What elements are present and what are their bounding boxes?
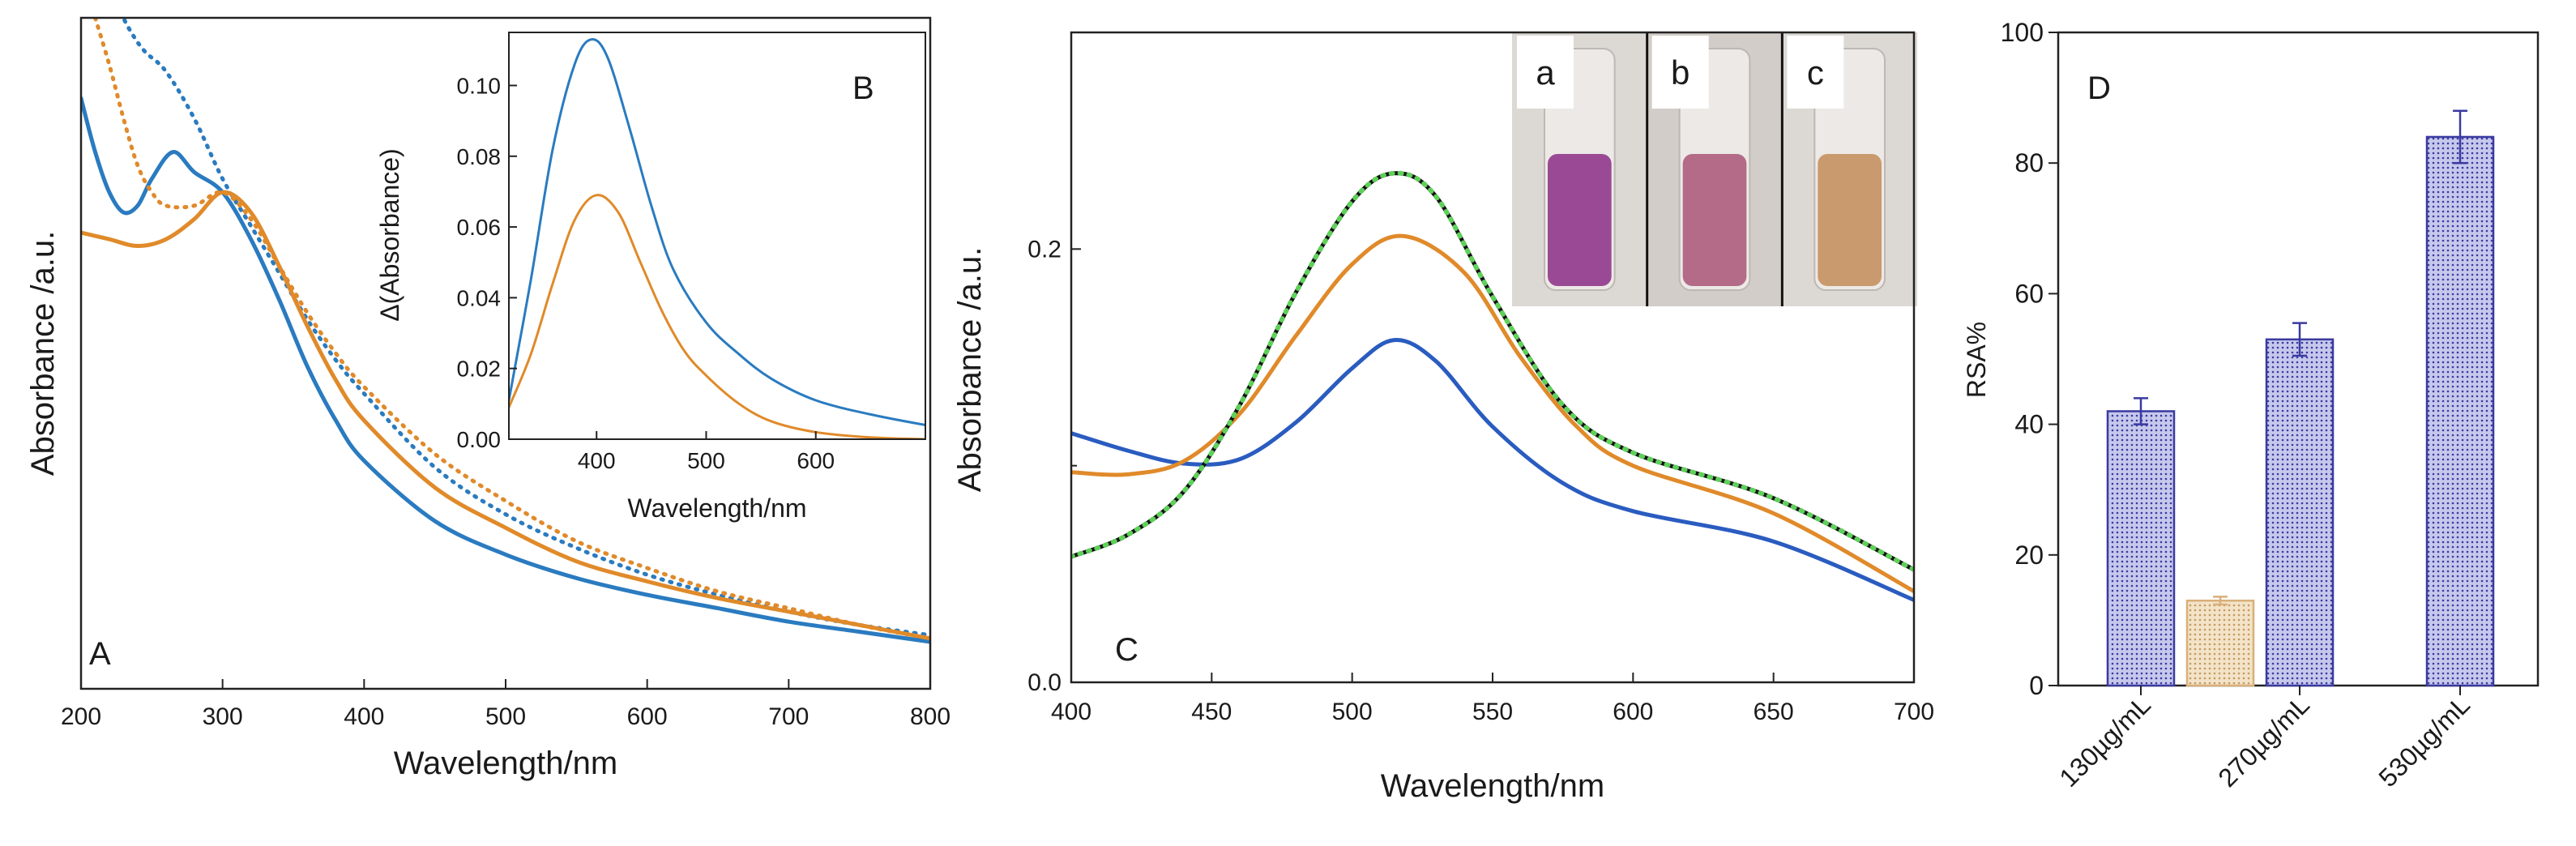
panel-a-xtick-label: 200 [61, 703, 101, 730]
panel-b-series-blue [509, 37, 925, 426]
vial-liquid-c [1818, 154, 1882, 286]
panel-b-ytick-label: 0.06 [457, 215, 502, 240]
panel-b-ytick-label: 0.02 [457, 357, 502, 382]
panel-a-xlabel: Wavelength/nm [394, 746, 617, 781]
panel-d-ytick-label: 0 [2029, 671, 2044, 700]
panel-b-inset: 400 500 600 0.00 0.02 0.04 0.06 0.08 0.10 Wavel… [375, 32, 926, 523]
panel-c-series-orange [1071, 233, 1914, 594]
bar-blue-270µg/mL [2265, 338, 2335, 687]
panel-d-ytick-label: 80 [2014, 148, 2044, 177]
panel-c-ytick-label: 0.2 [1027, 236, 1062, 263]
panel-a-ylabel: Absorbance /a.u. [25, 231, 61, 476]
panel-c-xtick-label: 600 [1613, 699, 1653, 725]
panel-a-series-blue-solid [81, 96, 930, 644]
panel-d-ytick-label: 60 [2014, 279, 2044, 308]
panel-c-label: C [1115, 632, 1138, 668]
bar-blue-530µg/mL [2425, 135, 2495, 687]
panel-b-ytick-label: 0.10 [457, 73, 502, 98]
panel-c-xlabel: Wavelength/nm [1381, 768, 1604, 804]
panel-a-xtick-label: 600 [627, 703, 668, 730]
panel-c-ylabel: Absorbance /a.u. [952, 247, 988, 492]
panel-c-xtick-label: 650 [1754, 699, 1794, 725]
panel-c-ytick-label: 0.0 [1027, 669, 1062, 696]
panel-b-xlabel: Wavelength/nm [627, 494, 806, 523]
panel-c-xtick-label: 700 [1894, 699, 1934, 725]
panel-d-ylabel: RSA% [1962, 322, 1991, 398]
vial-label-b: b [1671, 53, 1690, 92]
panel-d-ytick-label: 40 [2014, 410, 2044, 439]
panel-c: a b c 400 450 500 550 600 650 700 0.0 0.2 Wavelen… [952, 31, 1934, 804]
panel-a-xtick-label: 700 [768, 703, 809, 730]
vial-label-box-a [1517, 36, 1574, 109]
panel-a-xtick-label: 800 [910, 703, 951, 730]
panel-d-label: D [2087, 70, 2111, 106]
vial-photo-inset: a b c [1512, 32, 1917, 306]
panel-a-xtick-label: 500 [485, 703, 526, 730]
panel-a-series-orange-solid [81, 190, 930, 641]
panel-d-category-label: 270µg/mL [2212, 690, 2315, 793]
panel-b-ytick-label: 0.00 [457, 427, 502, 452]
panel-d-ytick-label: 20 [2014, 540, 2044, 570]
panel-b-ylabel: Δ(Absorbance) [375, 148, 404, 321]
panel-c-xtick-label: 450 [1191, 699, 1232, 725]
vial-label-box-b [1651, 36, 1709, 109]
panel-a-series-blue-dotted [121, 18, 930, 638]
bar-tan-130µg/mL [2185, 599, 2255, 687]
vial-label-a: a [1536, 53, 1555, 92]
panel-c-xtick-label: 400 [1051, 699, 1091, 725]
vial-label-c: c [1807, 53, 1824, 92]
panel-d: 0 20 40 60 80 100 130µg/mL 270µg/mL 530µg/mL RS… [1962, 18, 2540, 793]
panel-b-label: B [852, 70, 874, 106]
vial-liquid-a [1548, 154, 1612, 286]
panel-c-xtick-label: 500 [1332, 699, 1373, 725]
panel-a-label: A [89, 636, 111, 672]
inset-background [509, 32, 925, 439]
panel-d-ytick-label: 100 [2001, 18, 2044, 47]
vial-label-box-c [1787, 36, 1844, 109]
bar-blue-130µg/mL [2106, 410, 2176, 687]
panel-b-ytick-label: 0.04 [457, 285, 502, 310]
vial-liquid-b [1682, 154, 1747, 286]
panel-d-category-label: 130µg/mL [2053, 690, 2156, 793]
panel-a: 200 300 400 500 600 700 800 Wavelength/nm Abso… [25, 16, 951, 781]
panel-b-ytick-label: 0.08 [457, 144, 502, 169]
panel-d-category-label: 530µg/mL [2373, 690, 2476, 793]
panel-a-xtick-label: 400 [344, 703, 384, 730]
panel-b-xtick-label: 400 [578, 448, 616, 473]
panel-b-series-orange [509, 194, 925, 439]
panel-b-xtick-label: 600 [797, 448, 835, 473]
panel-c-xtick-label: 550 [1472, 699, 1513, 725]
panel-b-xtick-label: 500 [687, 448, 725, 473]
panel-a-series-orange-dotted [93, 18, 930, 641]
panel-c-series-blue [1071, 338, 1914, 602]
panel-a-xtick-label: 300 [203, 703, 243, 730]
panel-c-series-green-dotted [1071, 170, 1914, 572]
panel-b-frame [508, 32, 926, 440]
